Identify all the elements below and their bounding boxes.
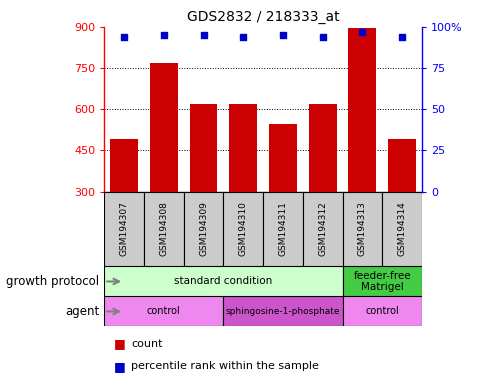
Text: GSM194310: GSM194310 <box>238 202 247 257</box>
Point <box>358 29 365 35</box>
Bar <box>104 296 223 326</box>
Point <box>318 34 326 40</box>
Text: ■: ■ <box>114 360 125 373</box>
Bar <box>104 266 342 296</box>
Text: standard condition: standard condition <box>174 276 272 286</box>
Text: GSM194309: GSM194309 <box>198 202 208 257</box>
Bar <box>262 192 302 266</box>
Bar <box>183 192 223 266</box>
Text: GSM194307: GSM194307 <box>120 202 128 257</box>
Title: GDS2832 / 218333_at: GDS2832 / 218333_at <box>186 10 339 25</box>
Text: ■: ■ <box>114 338 125 350</box>
Text: GSM194313: GSM194313 <box>357 202 366 257</box>
Bar <box>150 63 177 192</box>
Bar <box>342 296 421 326</box>
Text: control: control <box>364 306 398 316</box>
Bar <box>110 139 138 192</box>
Bar <box>269 124 296 192</box>
Bar <box>308 104 336 192</box>
Point <box>397 34 405 40</box>
Bar <box>223 296 342 326</box>
Bar <box>189 104 217 192</box>
Text: control: control <box>147 306 181 316</box>
Text: sphingosine-1-phosphate: sphingosine-1-phosphate <box>225 307 339 316</box>
Bar <box>342 192 381 266</box>
Bar <box>223 192 262 266</box>
Text: growth protocol: growth protocol <box>6 275 99 288</box>
Point <box>239 34 247 40</box>
Point <box>278 32 286 38</box>
Text: GSM194314: GSM194314 <box>397 202 406 257</box>
Text: GSM194312: GSM194312 <box>318 202 327 257</box>
Point <box>160 32 167 38</box>
Text: GSM194311: GSM194311 <box>278 202 287 257</box>
Text: count: count <box>131 339 162 349</box>
Point <box>199 32 207 38</box>
Bar <box>302 192 342 266</box>
Text: percentile rank within the sample: percentile rank within the sample <box>131 361 318 371</box>
Bar <box>348 28 376 192</box>
Bar <box>229 104 257 192</box>
Text: GSM194308: GSM194308 <box>159 202 168 257</box>
Bar <box>387 139 415 192</box>
Bar <box>381 192 421 266</box>
Bar <box>104 192 144 266</box>
Text: feeder-free
Matrigel: feeder-free Matrigel <box>353 271 410 292</box>
Point <box>120 34 128 40</box>
Text: agent: agent <box>65 305 99 318</box>
Bar <box>342 266 421 296</box>
Bar <box>144 192 183 266</box>
